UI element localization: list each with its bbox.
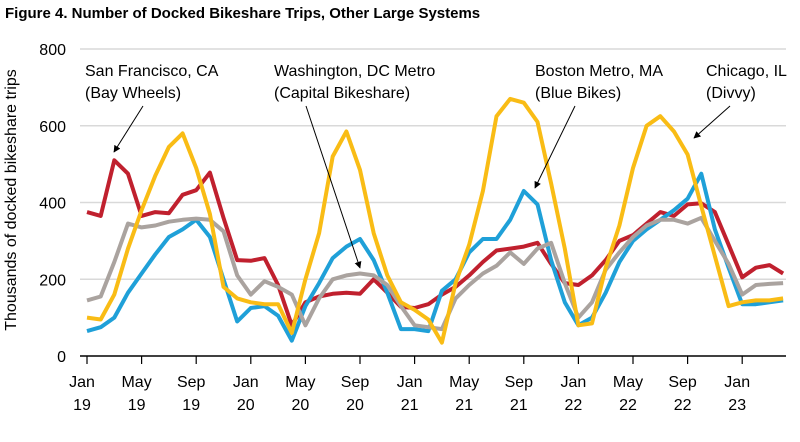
x-tick-year: 20: [346, 397, 364, 414]
x-tick-month: Jan: [561, 374, 587, 391]
y-axis-label: Thousands of docked bikeshare trips: [3, 69, 20, 330]
x-tick-year: 22: [674, 397, 692, 414]
y-tick-label: 600: [39, 119, 66, 136]
x-tick-month: Sep: [668, 374, 697, 391]
series-label-sub: (Bay Wheels): [85, 85, 181, 102]
annotation-arrow: [305, 105, 362, 269]
x-tick-year: 20: [237, 397, 255, 414]
x-tick-month: Jan: [233, 374, 259, 391]
x-tick-month: May: [613, 374, 643, 391]
x-tick-year: 22: [619, 397, 637, 414]
y-tick-label: 0: [57, 349, 66, 366]
x-tick-year: 19: [128, 397, 146, 414]
series-label-sub: (Capital Bikeshare): [274, 85, 410, 102]
x-tick-month: May: [285, 374, 315, 391]
series-label: San Francisco, CA: [85, 63, 219, 80]
x-tick-year: 19: [73, 397, 91, 414]
series-label: Chicago, IL: [706, 63, 787, 80]
series-line-0: [86, 158, 785, 328]
y-tick-label: 400: [39, 196, 66, 213]
x-tick-month: Jan: [397, 374, 423, 391]
series-line-3: [86, 96, 784, 345]
annotation-arrow: [534, 105, 576, 189]
x-tick-month: May: [449, 374, 479, 391]
y-tick-label: 200: [39, 272, 66, 289]
x-tick-year: 20: [292, 397, 310, 414]
x-tick-month: May: [121, 374, 151, 391]
x-tick-year: 21: [401, 397, 419, 414]
x-tick-month: Sep: [341, 374, 370, 391]
x-tick-year: 21: [510, 397, 528, 414]
series-label-sub: (Divvy): [706, 85, 756, 102]
series-line-2: [86, 171, 784, 343]
series-label: Washington, DC Metro: [274, 63, 435, 80]
chart-title: Figure 4. Number of Docked Bikeshare Tri…: [5, 5, 480, 22]
annotation-arrow: [693, 105, 731, 139]
x-tick-year: 23: [728, 397, 746, 414]
annotation-arrow: [113, 105, 144, 153]
x-tick-year: 21: [455, 397, 473, 414]
y-tick-label: 800: [39, 42, 66, 59]
x-tick-month: Sep: [505, 374, 534, 391]
x-tick-year: 22: [565, 397, 583, 414]
x-tick-month: Jan: [69, 374, 95, 391]
series-label-sub: (Blue Bikes): [535, 85, 621, 102]
x-tick-month: Sep: [177, 374, 206, 391]
x-tick-year: 19: [182, 397, 200, 414]
series-label: Boston Metro, MA: [535, 63, 663, 80]
x-tick-month: Jan: [724, 374, 750, 391]
